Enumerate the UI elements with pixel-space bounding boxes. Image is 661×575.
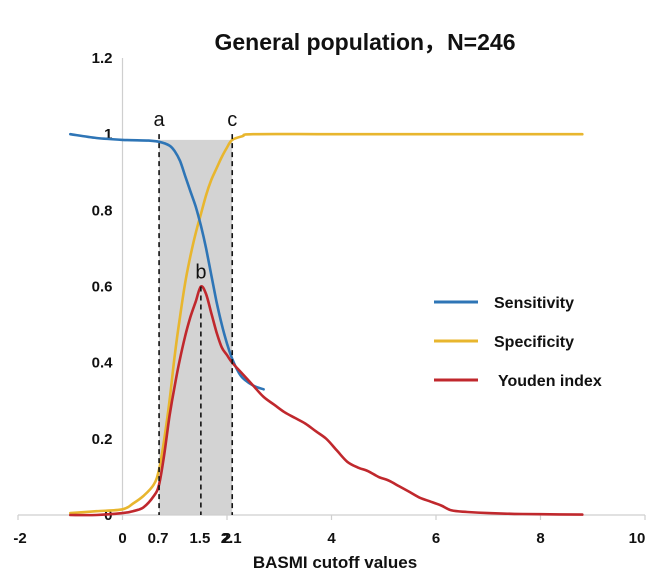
x-tick-label: 4 <box>327 530 336 547</box>
x-tick-label: 6 <box>432 530 440 547</box>
legend-label: Specificity <box>494 334 574 351</box>
y-tick-label: 0.4 <box>92 355 114 372</box>
x-tick-marks <box>17 515 646 520</box>
legend-label: Youden index <box>498 373 602 390</box>
cutoff-annotation-a: a <box>154 109 166 131</box>
cutoff-value-label: 1.5 <box>189 530 210 547</box>
y-tick-labels: 00.20.40.60.811.2 <box>92 50 114 524</box>
series-line-specificity <box>69 132 584 515</box>
cutoff-value-label: 0.7 <box>148 530 169 547</box>
series-line-youden-index <box>69 284 584 517</box>
x-axis-label: BASMI cutoff values <box>253 553 417 572</box>
series-lines <box>69 132 584 517</box>
cutoff-annotation-c: c <box>227 109 237 131</box>
y-tick-label: 0.8 <box>92 202 113 219</box>
cutoff-value-label: 2.1 <box>221 530 242 547</box>
cutoff-markers: a 0.7 b 1.5 c 2.1 <box>148 109 242 547</box>
x-tick-label: 0 <box>118 530 126 547</box>
x-tick-labels: -2 0 2 4 6 8 10 <box>13 530 645 547</box>
y-tick-label: 0.2 <box>92 431 113 448</box>
legend: Sensitivity Specificity Youden index <box>434 295 602 390</box>
chart-title: General population，N=246 <box>215 29 516 55</box>
y-tick-label: 1 <box>104 126 112 143</box>
y-tick-label: 1.2 <box>92 50 113 67</box>
cutoff-annotation-b: b <box>195 262 206 284</box>
legend-label: Sensitivity <box>494 295 574 312</box>
y-tick-label: 0.6 <box>92 279 113 296</box>
x-tick-label: 10 <box>629 530 646 547</box>
x-tick-label: 8 <box>536 530 544 547</box>
x-tick-label: -2 <box>13 530 26 547</box>
x-tick-label: 2 <box>223 530 231 547</box>
